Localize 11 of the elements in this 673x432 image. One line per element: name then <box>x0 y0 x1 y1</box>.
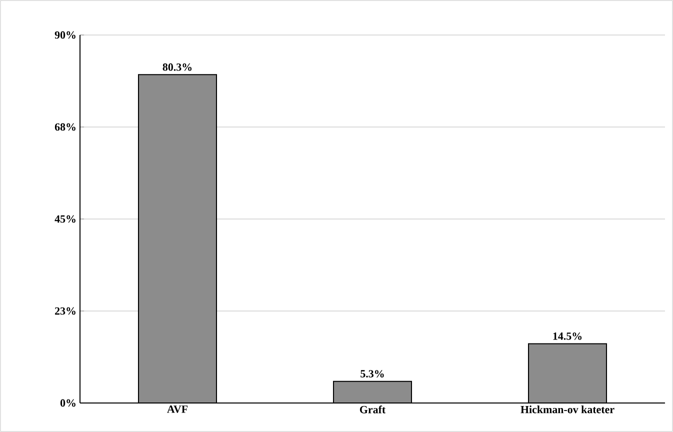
y-tick-label: 0% <box>60 399 76 407</box>
data-label: 80.3% <box>162 63 192 71</box>
x-tick-label: Graft <box>360 406 386 414</box>
y-tick-label: 45% <box>54 215 76 223</box>
y-tick-label: 90% <box>54 31 76 39</box>
data-label: 5.3% <box>360 370 384 378</box>
data-label: 14.5% <box>553 332 582 340</box>
x-tick-label: AVF <box>167 406 188 413</box>
y-tick-label: 68% <box>54 123 76 131</box>
y-tick-label: 23% <box>55 307 76 315</box>
x-tick-label: Hickman-ov kateter <box>520 406 614 414</box>
